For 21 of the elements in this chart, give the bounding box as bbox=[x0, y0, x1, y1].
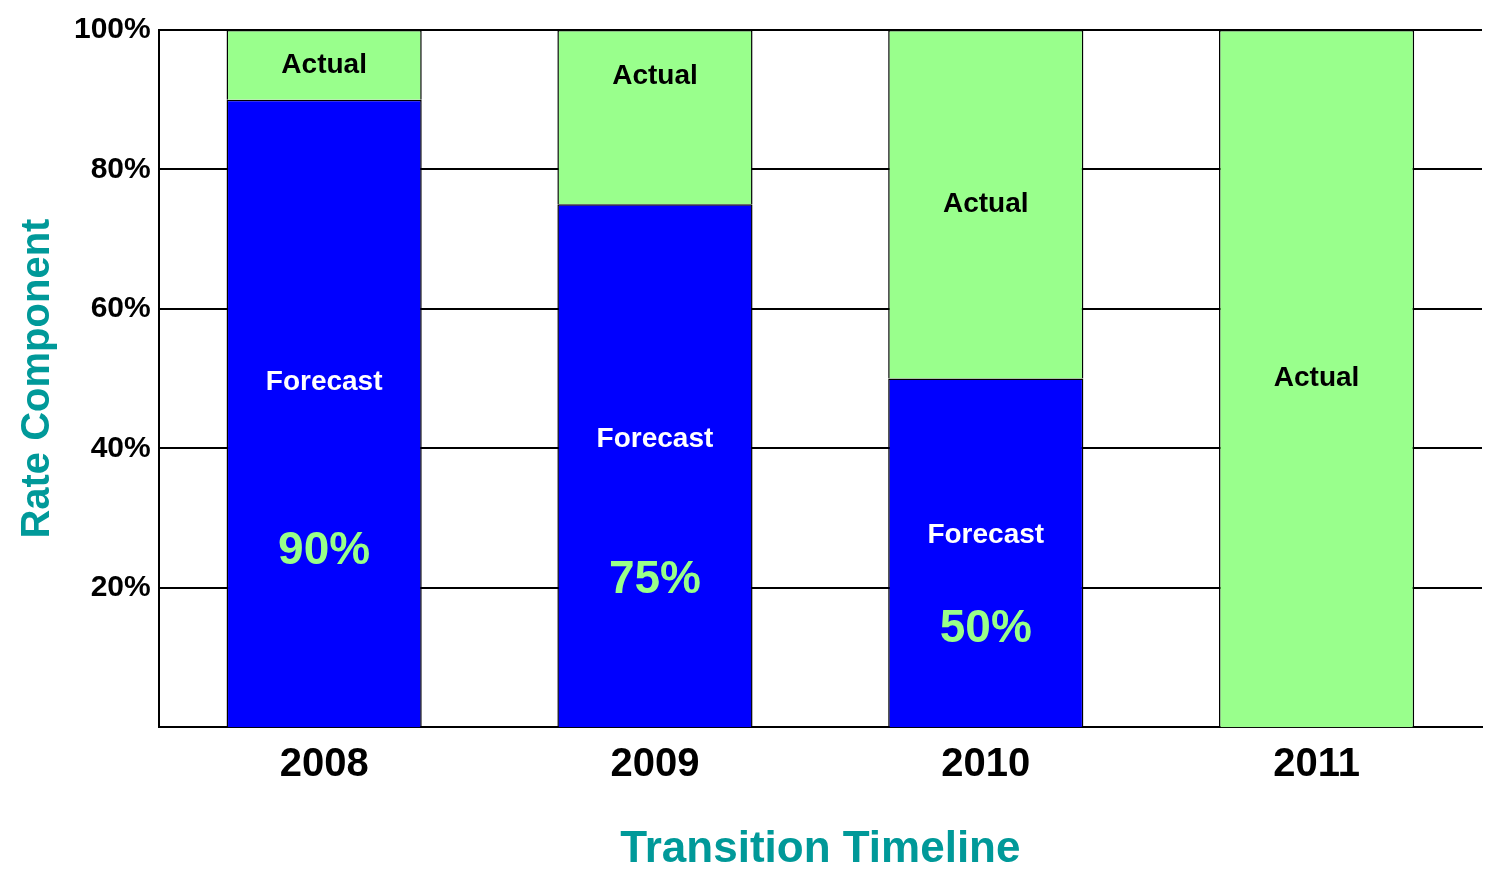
text: Actual bbox=[612, 58, 698, 90]
y-tick-label: 40% bbox=[90, 429, 151, 463]
y-tick-label: 20% bbox=[90, 569, 151, 603]
y-tick-label: 60% bbox=[90, 290, 151, 324]
text: Forecast bbox=[265, 364, 383, 396]
y-tick-label: 80% bbox=[90, 150, 151, 184]
data-label: 50% bbox=[939, 600, 1032, 653]
text: Forecast bbox=[596, 422, 714, 454]
data-label: 90% bbox=[278, 522, 371, 575]
text: Actual bbox=[942, 187, 1029, 219]
series-label: Actual bbox=[281, 47, 367, 79]
y-axis-title: Rate Component bbox=[13, 218, 58, 539]
x-tick-label: 2011 bbox=[1273, 740, 1360, 785]
x-tick-label: 2010 bbox=[941, 740, 1031, 785]
x-tick-label: 2008 bbox=[279, 740, 369, 785]
y-tick-label: 100% bbox=[73, 11, 151, 45]
x-tick-label: 2009 bbox=[610, 740, 700, 785]
x-axis-title: Transition Timeline bbox=[620, 821, 1021, 871]
data-label: 75% bbox=[608, 551, 701, 604]
series-label: Forecast bbox=[927, 518, 1045, 550]
text: Actual bbox=[1273, 361, 1360, 393]
